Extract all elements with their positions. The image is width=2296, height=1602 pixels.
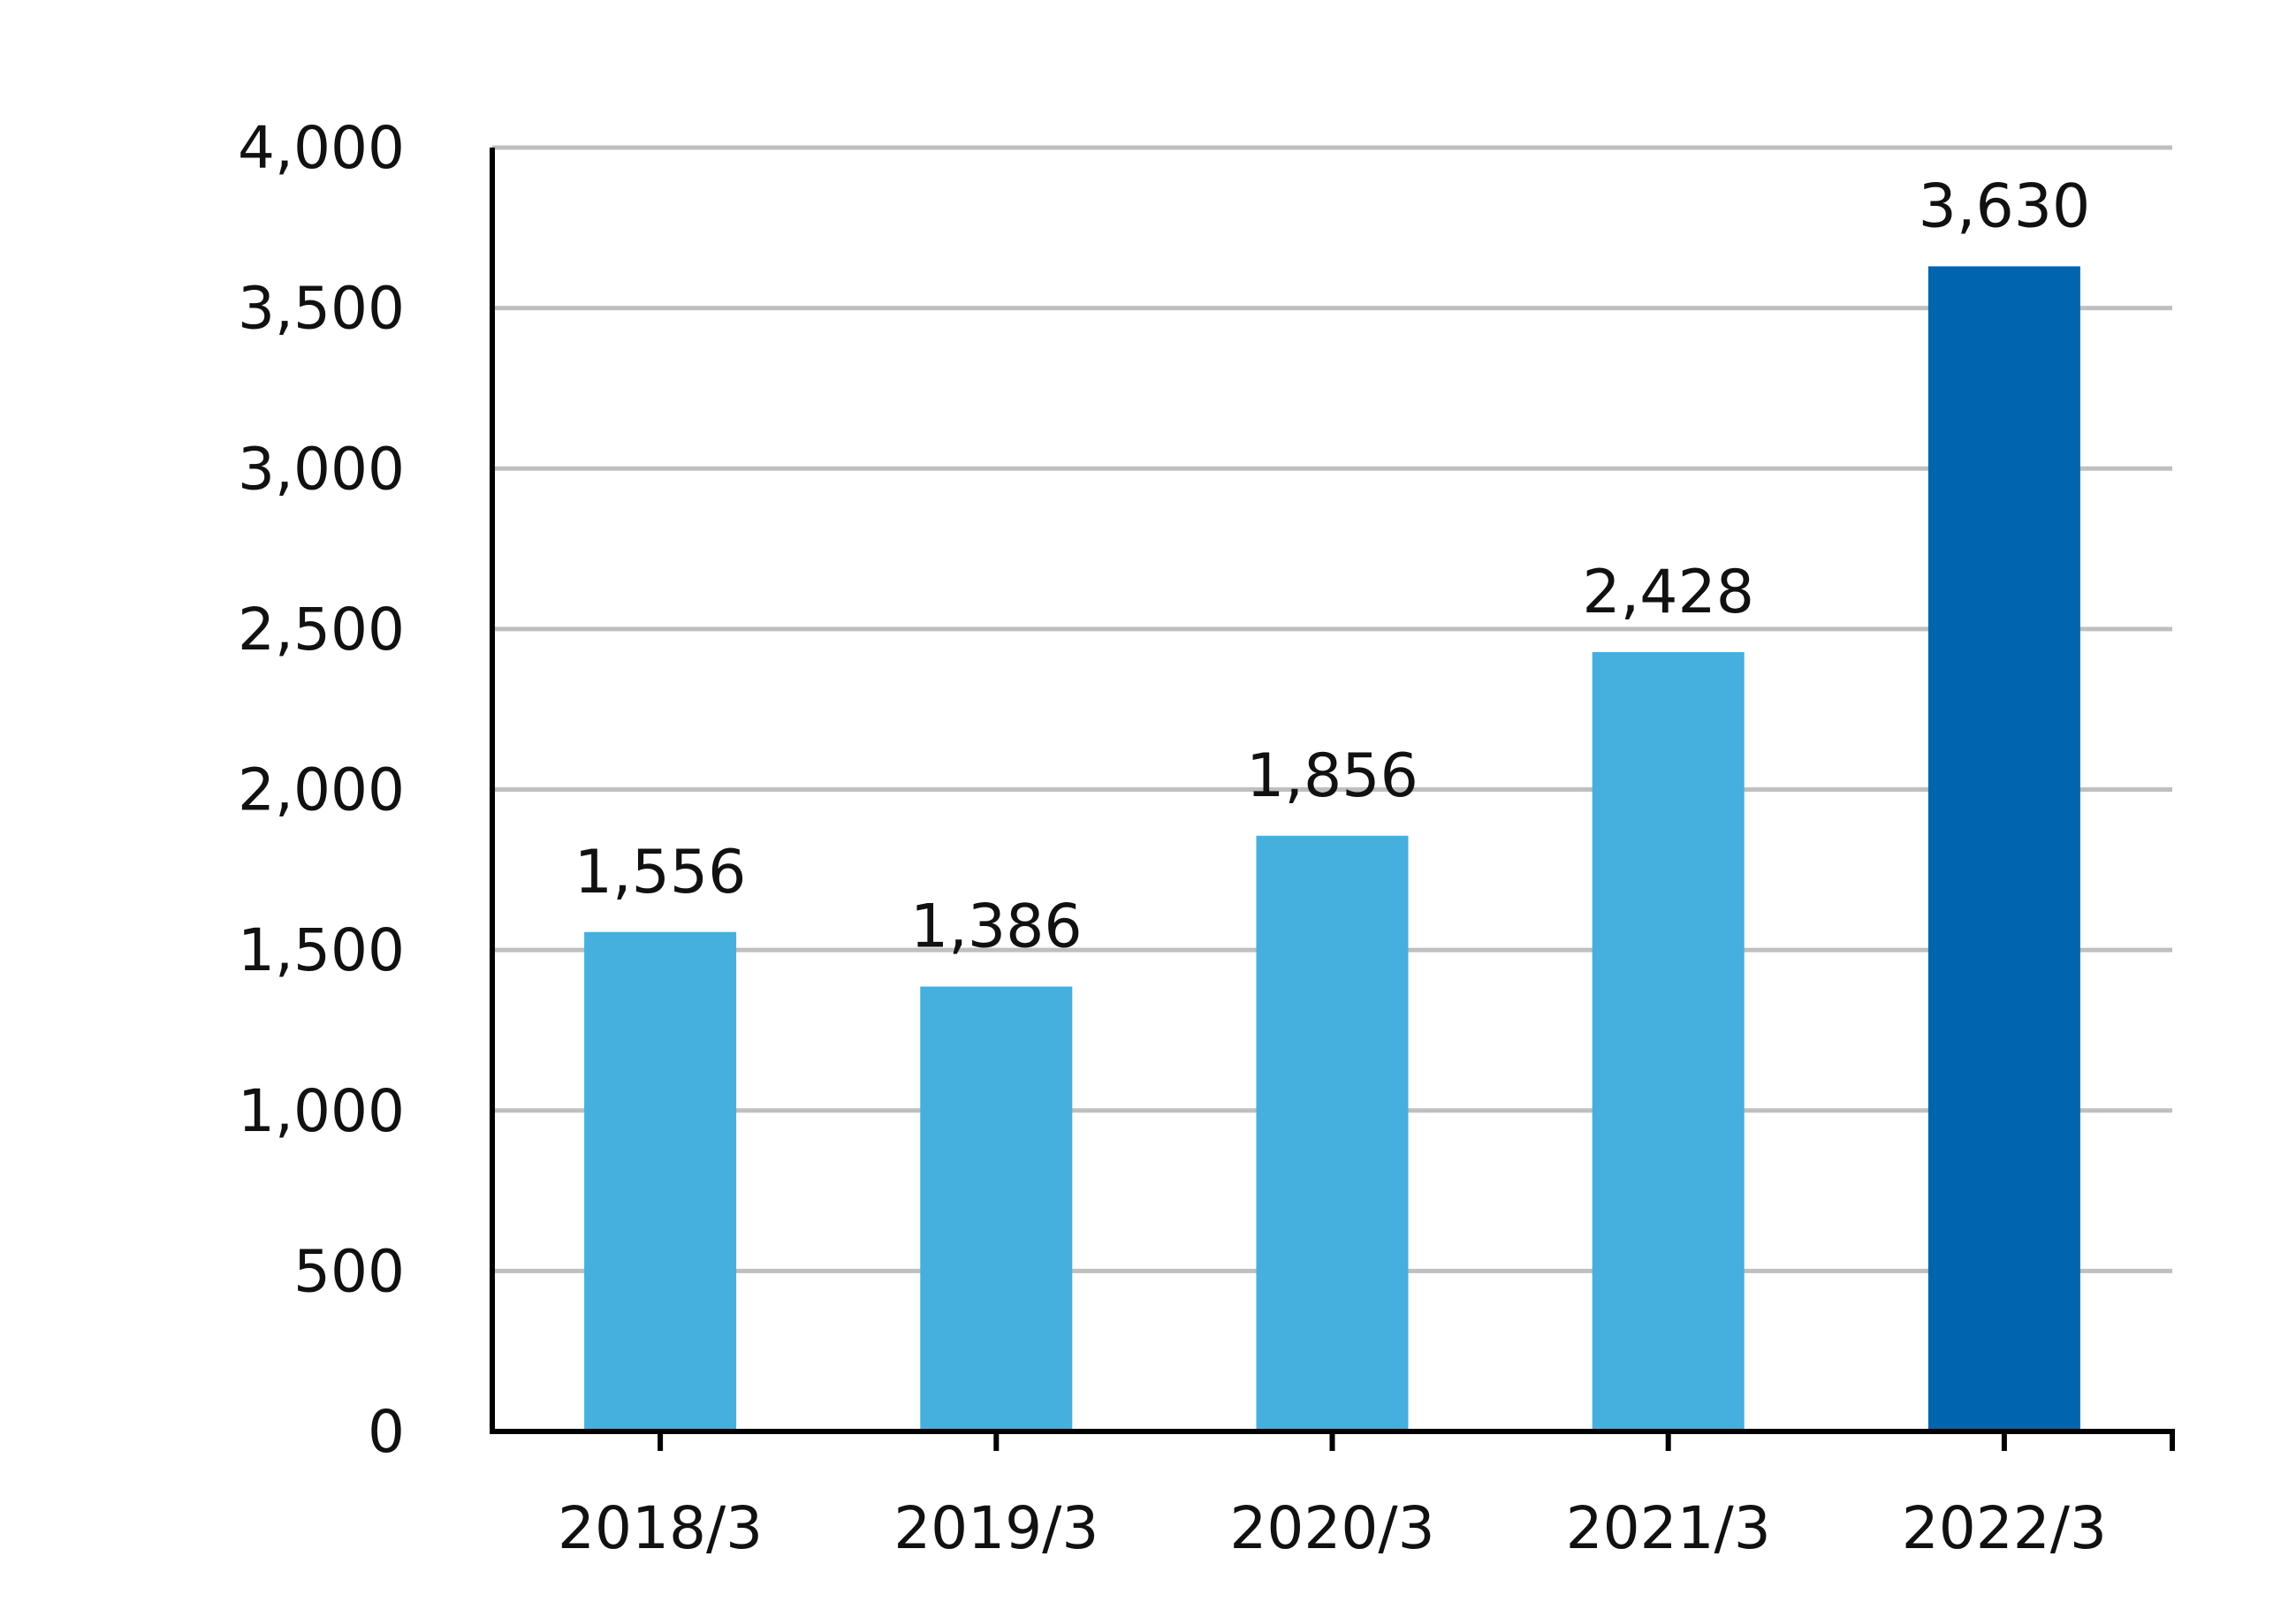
y-tick-label: 3,500 <box>238 275 405 343</box>
x-tick-label: 2021/3 <box>1566 1494 1771 1562</box>
y-tick-label: 2,500 <box>238 596 405 664</box>
y-tick-labels: 0 500 1,000 1,500 2,000 2,500 3,000 3,500 4,000 <box>238 114 405 1466</box>
data-label: 1,556 <box>574 838 747 907</box>
bar <box>1927 266 2080 1432</box>
x-tick-label: 2022/3 <box>1902 1494 2107 1562</box>
x-tick-label: 2019/3 <box>893 1494 1099 1562</box>
bars <box>584 266 2080 1432</box>
x-tick-label: 2020/3 <box>1229 1494 1434 1562</box>
data-label: 3,630 <box>1919 171 2091 241</box>
y-tick-label: 2,000 <box>238 756 405 824</box>
bar <box>1256 835 1409 1431</box>
data-label: 2,428 <box>1582 558 1754 627</box>
bar <box>584 931 737 1431</box>
bar <box>920 986 1073 1431</box>
y-tick-label: 1,500 <box>238 916 405 984</box>
y-tick-label: 0 <box>368 1398 405 1466</box>
bar <box>1592 652 1745 1431</box>
x-tick-label: 2018/3 <box>558 1494 763 1562</box>
y-tick-label: 4,000 <box>238 114 405 182</box>
data-label: 1,386 <box>910 892 1083 962</box>
y-tick-label: 1,000 <box>238 1077 405 1145</box>
axes <box>490 148 2175 1451</box>
data-labels: 1,556 1,386 1,856 2,428 3,630 <box>574 171 2090 961</box>
y-tick-label: 3,000 <box>238 435 405 503</box>
y-tick-label: 500 <box>293 1237 405 1305</box>
data-label: 1,856 <box>1246 741 1418 811</box>
x-tick-labels: 2018/3 2019/3 2020/3 2021/3 2022/3 <box>558 1494 2107 1562</box>
